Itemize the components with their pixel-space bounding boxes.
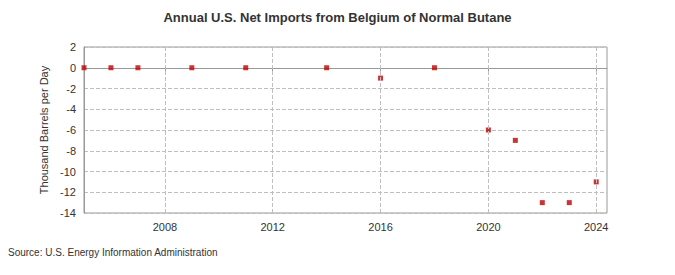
svg-text:-10: -10 <box>60 166 76 178</box>
svg-text:Thousand Barrels per Day: Thousand Barrels per Day <box>38 65 50 194</box>
svg-text:-12: -12 <box>60 186 76 198</box>
svg-text:-2: -2 <box>66 83 76 95</box>
svg-text:2024: 2024 <box>584 221 608 233</box>
svg-text:2008: 2008 <box>153 221 177 233</box>
svg-text:Annual U.S. Net Imports from B: Annual U.S. Net Imports from Belgium of … <box>163 10 511 25</box>
svg-text:Source: U.S. Energy Informatio: Source: U.S. Energy Information Administ… <box>8 247 218 258</box>
svg-text:2020: 2020 <box>476 221 500 233</box>
svg-text:-8: -8 <box>66 145 76 157</box>
svg-text:0: 0 <box>70 62 76 74</box>
svg-text:-6: -6 <box>66 124 76 136</box>
svg-text:-4: -4 <box>66 103 76 115</box>
svg-text:2016: 2016 <box>368 221 392 233</box>
svg-text:2: 2 <box>70 41 76 53</box>
svg-text:2012: 2012 <box>260 221 284 233</box>
svg-text:-14: -14 <box>60 207 76 219</box>
